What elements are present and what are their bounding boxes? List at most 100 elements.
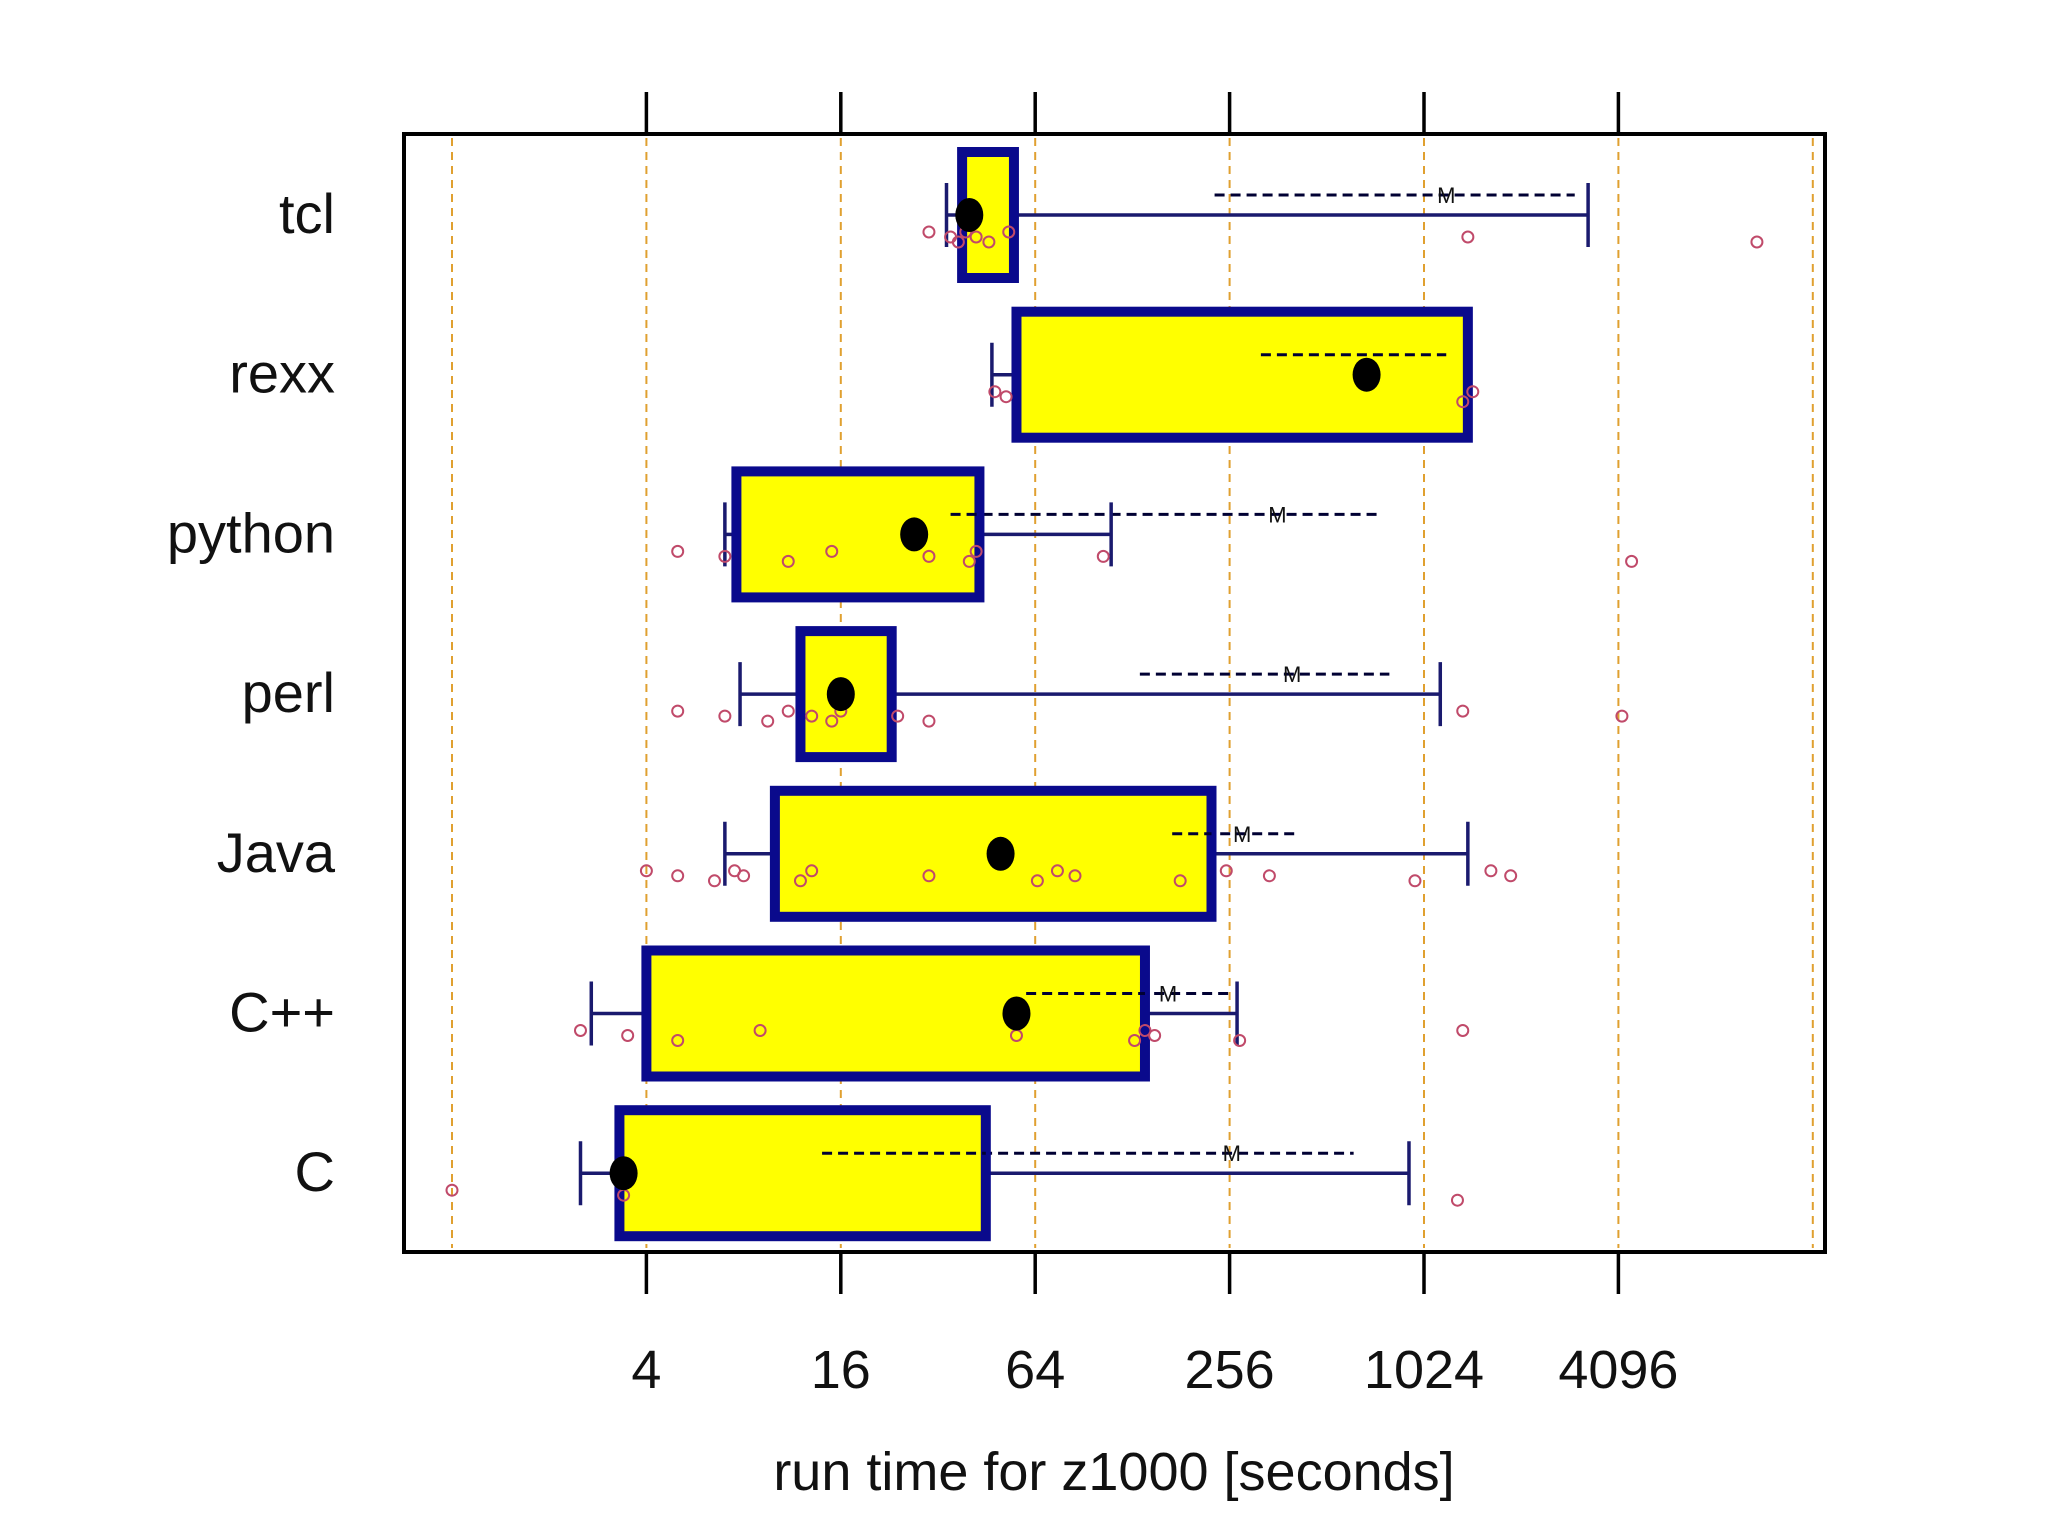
data-point	[445, 1183, 459, 1197]
data-point	[1138, 1024, 1152, 1037]
iqr-box	[731, 466, 985, 603]
data-point	[969, 544, 983, 558]
data-point	[671, 544, 685, 558]
data-point	[982, 235, 996, 249]
x-tick-label: 64	[1005, 1340, 1065, 1400]
data-point	[922, 714, 936, 728]
x-tick-label: 4	[631, 1340, 661, 1400]
iqr-box	[769, 785, 1217, 922]
data-point	[988, 385, 1002, 399]
data-point	[1068, 869, 1082, 883]
box-group-perl: M	[671, 626, 1629, 763]
median-marker	[900, 517, 929, 552]
x-tick-label: 16	[811, 1340, 871, 1400]
box-group-python: M	[671, 466, 1639, 603]
data-point	[1002, 225, 1016, 239]
data-point	[1450, 1193, 1464, 1207]
data-point	[1128, 1034, 1142, 1047]
data-point	[1484, 864, 1498, 878]
data-point	[1148, 1029, 1162, 1042]
group-label: C++	[229, 981, 335, 1044]
data-point	[707, 874, 721, 888]
data-point	[671, 704, 685, 718]
data-point	[639, 864, 653, 878]
data-point	[753, 1024, 767, 1037]
data-point	[1096, 549, 1110, 563]
group-label: C	[295, 1140, 335, 1203]
data-point	[718, 709, 732, 723]
mean-marker: M	[1233, 822, 1251, 847]
mean-marker: M	[1223, 1141, 1241, 1166]
data-point	[1408, 874, 1422, 888]
data-point	[969, 230, 983, 244]
data-point	[922, 869, 936, 883]
iqr-box	[1011, 306, 1473, 443]
data-point	[737, 869, 751, 883]
data-point	[999, 390, 1013, 404]
median-marker	[609, 1156, 638, 1191]
group-label: perl	[242, 661, 335, 724]
data-point	[1219, 864, 1233, 878]
data-point	[1030, 874, 1044, 888]
data-point	[761, 714, 775, 728]
data-point	[1233, 1034, 1247, 1047]
data-point	[1615, 709, 1629, 723]
data-point	[781, 554, 795, 568]
median-marker	[1002, 996, 1031, 1031]
data-point	[671, 869, 685, 883]
data-point	[951, 235, 965, 249]
iqr-box	[641, 945, 1150, 1082]
box-group-c: M	[445, 1105, 1464, 1242]
data-point	[1461, 230, 1475, 244]
box-group-tcl: M	[922, 147, 1764, 283]
data-point	[1173, 874, 1187, 888]
x-tick-label: 1024	[1364, 1340, 1484, 1400]
data-point	[1456, 1024, 1470, 1037]
data-point	[891, 709, 905, 723]
data-point	[805, 709, 819, 723]
data-point	[1625, 554, 1639, 568]
box-group-rexx: M	[988, 306, 1480, 443]
data-point	[825, 714, 839, 728]
data-point	[1262, 869, 1276, 883]
mean-marker: M	[1159, 982, 1177, 1007]
data-point	[718, 549, 732, 563]
x-tick-label: 4096	[1558, 1340, 1678, 1400]
mean-marker: M	[1283, 662, 1301, 687]
mean-marker: M	[1268, 502, 1286, 527]
group-label: Java	[217, 821, 336, 884]
mean-marker: M	[1437, 183, 1455, 208]
data-point	[922, 549, 936, 563]
iqr-box	[795, 626, 897, 763]
box-group-java: M	[639, 785, 1518, 922]
data-point	[805, 864, 819, 878]
median-marker	[986, 836, 1015, 871]
group-label: rexx	[229, 342, 335, 405]
iqr-box	[614, 1105, 991, 1242]
x-tick-label: 256	[1185, 1340, 1275, 1400]
data-point	[1750, 235, 1764, 249]
data-point	[1466, 385, 1480, 399]
data-point	[671, 1034, 685, 1047]
data-point	[1456, 395, 1470, 409]
group-label: tcl	[279, 182, 335, 245]
data-point	[962, 554, 976, 568]
data-point	[573, 1024, 587, 1037]
data-point	[1050, 864, 1064, 878]
group-label-layer: tcl rexx python perl Java C++ C	[167, 182, 336, 1203]
data-point	[621, 1029, 635, 1042]
group-label: python	[167, 501, 335, 564]
box-layer: M M M M M M M	[445, 147, 1764, 1242]
median-marker	[955, 198, 984, 232]
box-group-cpp: M	[573, 945, 1470, 1082]
data-point	[793, 874, 807, 888]
x-axis-label: run time for z1000 [seconds]	[773, 1442, 1454, 1502]
median-marker	[1352, 357, 1381, 392]
data-point	[1504, 869, 1518, 883]
tick-layer: 4 16 64 256 1024 4096	[631, 92, 1678, 1400]
data-point	[1456, 704, 1470, 718]
data-point	[922, 225, 936, 239]
plot-frame	[402, 132, 1827, 1254]
median-marker	[826, 677, 855, 712]
